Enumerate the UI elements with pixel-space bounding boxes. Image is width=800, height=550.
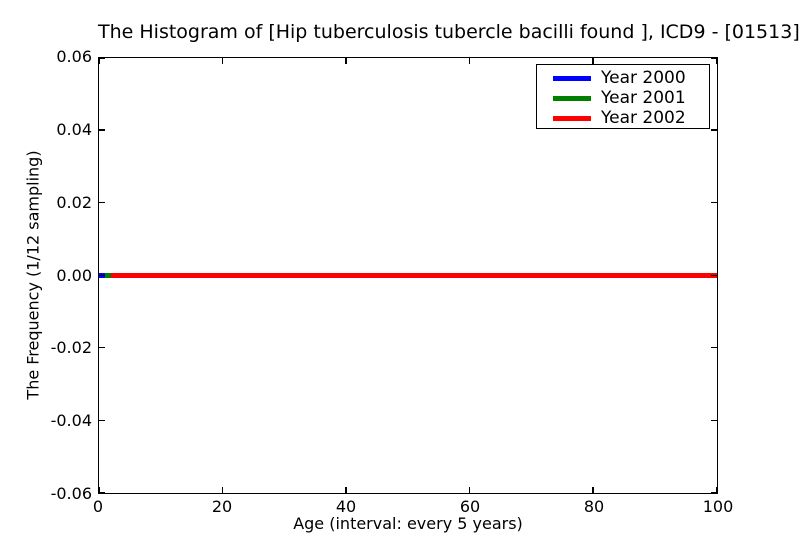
y-tick-mark-right [711,274,717,276]
x-tick-mark [98,487,100,493]
legend-swatch-icon [553,95,591,101]
y-tick-label: -0.06 [50,484,92,503]
y-tick-mark [99,129,105,131]
y-tick-mark-right [711,201,717,204]
y-tick-mark-right [711,346,717,349]
y-tick-mark [99,492,105,494]
y-tick-label: 0.04 [56,119,92,139]
plot-area [98,57,718,494]
legend-label: Year 2000 [601,68,686,88]
x-axis-label: Age (interval: every 5 years) [293,514,523,533]
x-tick-mark-top [345,58,347,64]
x-tick-label: 40 [335,497,357,516]
y-tick-label: -0.04 [50,411,92,431]
x-tick-mark [592,487,594,493]
legend-swatch-icon [553,75,591,81]
x-tick-mark-top [98,58,100,64]
x-tick-label: 100 [702,497,734,516]
legend-label: Year 2002 [601,108,686,128]
y-tick-mark-right [711,129,717,131]
y-tick-mark [99,419,105,421]
x-tick-label: 80 [583,497,605,516]
legend-swatch-icon [553,115,591,121]
y-tick-mark [99,346,105,349]
y-tick-mark [99,57,105,59]
legend-item: Year 2002 [537,108,709,128]
y-tick-mark [99,274,105,276]
x-tick-label: 0 [92,497,104,516]
legend-item: Year 2000 [537,68,709,88]
y-tick-label: 0.06 [56,47,92,66]
legend-label: Year 2001 [601,88,686,108]
legend: Year 2000 Year 2001 Year 2002 [536,64,710,129]
y-tick-label: -0.02 [50,338,92,358]
x-tick-mark [468,487,471,493]
y-tick-mark-right [711,57,717,59]
x-tick-mark-top [716,58,718,64]
y-tick-mark-right [711,419,717,421]
series-line-year-2002 [111,273,717,278]
legend-item: Year 2001 [537,88,709,108]
x-tick-mark [221,487,224,493]
x-tick-mark [345,487,347,493]
y-tick-label: 0.02 [56,192,92,212]
y-tick-mark [99,201,105,204]
y-tick-label: 0.00 [56,265,92,285]
x-tick-mark-top [592,58,594,64]
x-tick-mark [716,487,718,493]
y-tick-mark-right [711,492,717,494]
chart-title: The Histogram of [Hip tuberculosis tuber… [98,21,800,43]
x-tick-mark-top [221,58,224,64]
x-tick-label: 20 [211,497,233,516]
x-tick-mark-top [468,58,471,64]
x-tick-label: 60 [459,497,481,516]
